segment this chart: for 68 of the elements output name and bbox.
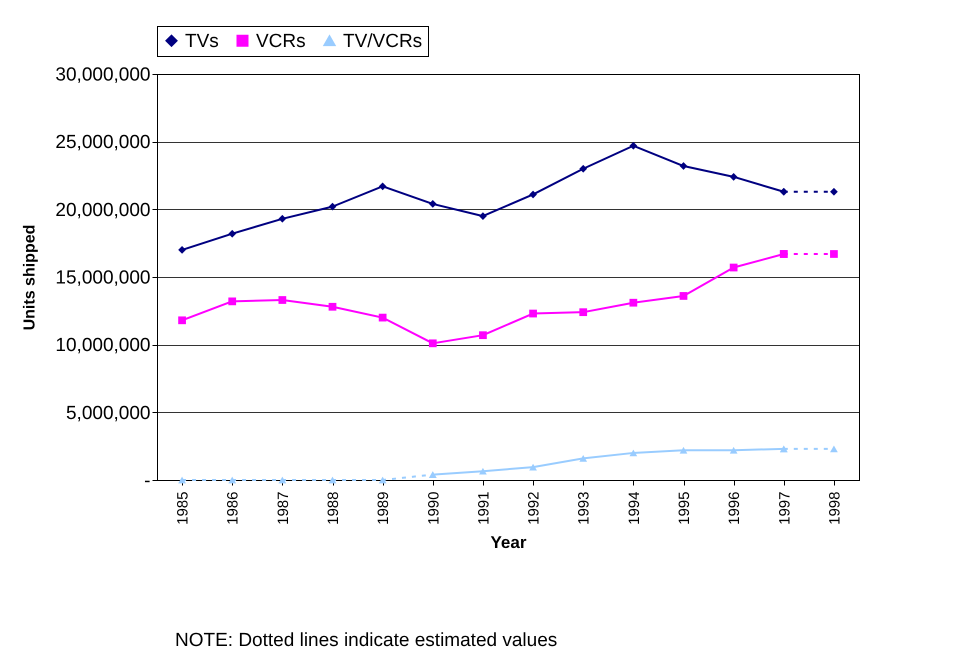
point bbox=[730, 446, 738, 454]
legend-label: TVs bbox=[185, 30, 219, 52]
x-tick-label: 1991 bbox=[475, 492, 492, 525]
point bbox=[178, 476, 186, 484]
point bbox=[228, 230, 236, 238]
point bbox=[529, 464, 537, 470]
text: NOTE: Dotted lines indicate estimated values bbox=[175, 630, 558, 652]
x-tick-label: 1998 bbox=[826, 492, 844, 525]
point bbox=[780, 250, 788, 258]
point bbox=[479, 212, 487, 220]
y-tick-label: 15,000,000 bbox=[55, 268, 150, 288]
point bbox=[328, 476, 336, 484]
x-tick-label: 1995 bbox=[676, 492, 693, 525]
point bbox=[378, 314, 387, 322]
x-tick-label: 1988 bbox=[325, 492, 342, 525]
point bbox=[629, 298, 638, 307]
point bbox=[680, 292, 688, 300]
point bbox=[529, 190, 537, 198]
point bbox=[830, 188, 838, 196]
x-tick-label: 1996 bbox=[726, 492, 744, 525]
legend-label: VCRs bbox=[256, 30, 306, 52]
point bbox=[730, 172, 738, 181]
point bbox=[228, 476, 236, 484]
x-axis-title: Year bbox=[490, 532, 527, 552]
legend-label: TV/VCRs bbox=[343, 30, 422, 52]
point bbox=[629, 142, 638, 150]
point bbox=[278, 476, 286, 484]
point bbox=[428, 200, 437, 208]
point bbox=[529, 310, 537, 318]
x-tick-label: 1990 bbox=[425, 492, 442, 525]
point bbox=[328, 302, 336, 311]
point bbox=[178, 246, 186, 254]
point bbox=[479, 468, 487, 475]
y-tick-label: - bbox=[144, 470, 150, 492]
x-tick-label: 1987 bbox=[274, 492, 292, 525]
y-tick-label: 10,000,000 bbox=[55, 335, 150, 356]
y-axis-title: Units shipped bbox=[21, 224, 38, 330]
point bbox=[328, 202, 336, 210]
point bbox=[278, 296, 286, 304]
point bbox=[278, 214, 286, 223]
point bbox=[428, 339, 437, 348]
point bbox=[830, 250, 838, 258]
y-tick-label: 20,000,000 bbox=[55, 200, 150, 221]
x-tick-label: 1997 bbox=[776, 492, 794, 525]
point bbox=[378, 476, 387, 484]
point bbox=[730, 264, 738, 272]
point bbox=[579, 164, 588, 173]
point bbox=[479, 331, 487, 340]
point bbox=[579, 308, 588, 316]
x-tick-label: 1985 bbox=[174, 492, 192, 525]
point bbox=[228, 297, 236, 306]
y-tick-label: 5,000,000 bbox=[66, 402, 150, 424]
point bbox=[629, 450, 638, 456]
y-tick-label: 30,000,000 bbox=[55, 64, 150, 86]
point bbox=[680, 446, 688, 454]
y-tick-label: 25,000,000 bbox=[55, 132, 150, 154]
point bbox=[178, 316, 186, 324]
x-tick-label: 1992 bbox=[526, 492, 543, 525]
x-tick-label: 1989 bbox=[375, 492, 392, 525]
point bbox=[428, 471, 437, 478]
point bbox=[780, 188, 788, 196]
point bbox=[780, 446, 788, 452]
point bbox=[579, 454, 588, 462]
x-tick-label: 1993 bbox=[576, 492, 593, 525]
x-tick-label: 1994 bbox=[626, 492, 643, 525]
x-tick-label: 1986 bbox=[224, 492, 242, 525]
point bbox=[378, 182, 387, 190]
point bbox=[680, 162, 688, 170]
